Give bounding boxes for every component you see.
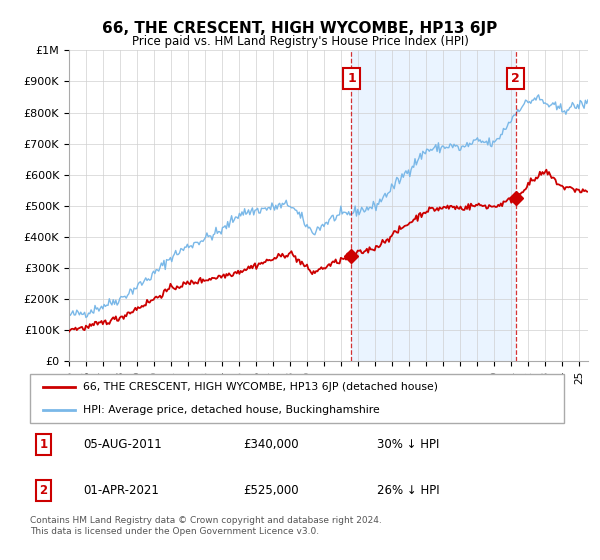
Text: HPI: Average price, detached house, Buckinghamshire: HPI: Average price, detached house, Buck… [83, 405, 380, 416]
Text: 01-APR-2021: 01-APR-2021 [83, 484, 159, 497]
Text: 1: 1 [39, 438, 47, 451]
Text: 2: 2 [511, 72, 520, 85]
Text: 1: 1 [347, 72, 356, 85]
Text: £340,000: £340,000 [244, 438, 299, 451]
Bar [352, 50, 515, 361]
Text: £525,000: £525,000 [244, 484, 299, 497]
Text: 30% ↓ HPI: 30% ↓ HPI [377, 438, 439, 451]
Text: Contains HM Land Registry data © Crown copyright and database right 2024.
This d: Contains HM Land Registry data © Crown c… [30, 516, 382, 536]
Text: Price paid vs. HM Land Registry's House Price Index (HPI): Price paid vs. HM Land Registry's House … [131, 35, 469, 48]
Text: 05-AUG-2011: 05-AUG-2011 [83, 438, 162, 451]
FancyBboxPatch shape [30, 374, 564, 423]
Text: 26% ↓ HPI: 26% ↓ HPI [377, 484, 440, 497]
Text: 2: 2 [39, 484, 47, 497]
Text: 66, THE CRESCENT, HIGH WYCOMBE, HP13 6JP (detached house): 66, THE CRESCENT, HIGH WYCOMBE, HP13 6JP… [83, 382, 439, 392]
Text: 66, THE CRESCENT, HIGH WYCOMBE, HP13 6JP: 66, THE CRESCENT, HIGH WYCOMBE, HP13 6JP [103, 21, 497, 36]
